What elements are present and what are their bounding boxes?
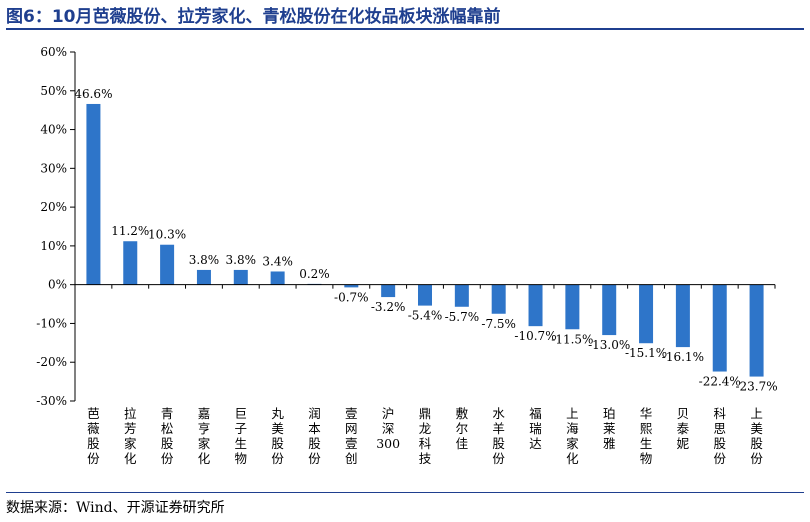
title-divider bbox=[6, 28, 804, 30]
data-label: -13.0% bbox=[588, 338, 630, 352]
data-label: -22.4% bbox=[699, 375, 741, 389]
category-label: 润本股份 bbox=[308, 406, 321, 466]
category-label: 嘉亨家化 bbox=[198, 406, 211, 466]
bar bbox=[123, 241, 138, 285]
category-label: 水羊股份 bbox=[492, 406, 505, 466]
category-label: 丸美股份 bbox=[271, 406, 284, 466]
data-label: -3.2% bbox=[371, 300, 406, 314]
bar bbox=[418, 284, 432, 306]
data-label: -16.1% bbox=[662, 350, 704, 364]
data-label: 3.8% bbox=[189, 253, 220, 267]
y-tick-label: 30% bbox=[40, 161, 67, 175]
bar bbox=[454, 284, 469, 307]
bar bbox=[528, 284, 543, 327]
y-tick-label: 20% bbox=[40, 200, 67, 214]
bar-chart: 60% 50% 40% 30% 20% 10% 0% -10% -20% -30% 46.6% 11… bbox=[36, 45, 777, 466]
data-label: -15.1% bbox=[625, 346, 667, 360]
bar bbox=[565, 284, 580, 330]
data-source: 数据来源：Wind、开源证券研究所 bbox=[6, 500, 225, 516]
bar bbox=[749, 284, 764, 377]
data-label: 3.8% bbox=[226, 253, 257, 267]
data-labels: 46.6%11.2%10.3%3.8% 3.8% 3.4%0.2%-0.7%-3.2… bbox=[74, 87, 777, 394]
data-label: -7.5% bbox=[481, 317, 516, 331]
data-label: -11.5% bbox=[551, 332, 593, 346]
bar bbox=[270, 271, 285, 285]
category-label: 拉芳家化 bbox=[124, 406, 137, 466]
y-tick-label: -30% bbox=[36, 394, 67, 408]
category-label: 敷尔佳 bbox=[456, 406, 469, 451]
category-label: 沪深 300 bbox=[376, 406, 400, 451]
data-label: 11.2% bbox=[111, 224, 149, 238]
bar bbox=[344, 284, 359, 288]
y-tick-label: 60% bbox=[40, 45, 67, 59]
category-label: 华熙生物 bbox=[640, 406, 653, 466]
x-axis bbox=[74, 284, 776, 289]
category-label: 壹网壹创 bbox=[345, 406, 358, 466]
data-label: -5.7% bbox=[445, 310, 480, 324]
bar bbox=[602, 284, 617, 336]
category-label: 上海家化 bbox=[566, 406, 579, 466]
category-label: 巨子生物 bbox=[235, 406, 248, 466]
category-label: 芭薇股份 bbox=[87, 406, 100, 466]
bar bbox=[86, 103, 101, 285]
bar bbox=[491, 284, 506, 314]
bars bbox=[86, 103, 764, 377]
category-label: 鼎龙科技 bbox=[419, 406, 432, 466]
y-tick-label: -10% bbox=[36, 316, 67, 330]
data-label: -10.7% bbox=[514, 329, 556, 343]
y-tick-label: 10% bbox=[40, 239, 67, 253]
chart-title: 图6：10月芭薇股份、拉芳家化、青松股份在化妆品板块涨幅靠前 bbox=[6, 7, 501, 27]
y-tick-label: 40% bbox=[40, 123, 67, 137]
bar bbox=[233, 269, 248, 285]
data-label: -0.7% bbox=[334, 290, 369, 304]
data-label: 46.6% bbox=[74, 87, 112, 101]
category-label: 贝泰妮 bbox=[677, 406, 690, 451]
bar bbox=[712, 284, 727, 372]
bar bbox=[675, 284, 690, 348]
data-label: -5.4% bbox=[408, 309, 443, 323]
category-label: 上美股份 bbox=[750, 406, 763, 466]
data-label: -23.7% bbox=[735, 380, 777, 394]
bar bbox=[381, 284, 396, 298]
y-axis: 60% 50% 40% 30% 20% 10% 0% -10% -20% -30% bbox=[36, 45, 76, 408]
bar bbox=[160, 244, 175, 285]
category-labels: 芭薇股份 拉芳家化 青松股份 嘉亨家化 巨子生物 丸美股份 润本股份 壹网壹创 沪深 300 鼎龙科… bbox=[87, 406, 763, 466]
data-label: 3.4% bbox=[262, 254, 293, 268]
y-tick-label: -20% bbox=[36, 355, 67, 369]
y-tick-label: 50% bbox=[40, 84, 67, 98]
category-label: 珀莱雅 bbox=[603, 406, 616, 451]
category-label: 青松股份 bbox=[161, 406, 174, 466]
data-label: 10.3% bbox=[148, 228, 186, 242]
bar bbox=[196, 269, 211, 285]
category-label: 科思股份 bbox=[713, 406, 726, 466]
category-label: 福瑞达 bbox=[529, 406, 542, 451]
bar bbox=[639, 284, 654, 344]
y-tick-label: 0% bbox=[48, 278, 67, 292]
footer-divider bbox=[6, 492, 804, 493]
data-label: 0.2% bbox=[299, 267, 330, 281]
